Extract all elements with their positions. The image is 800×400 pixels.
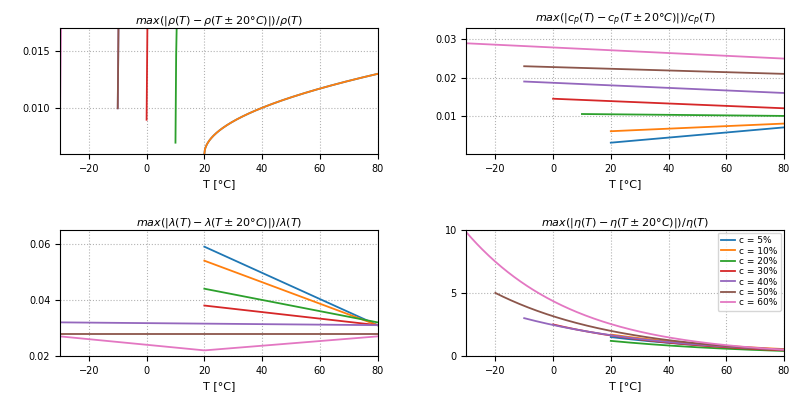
- c = 5%: [709, 344, 718, 348]
- c = 5%: [779, 347, 789, 352]
- c = 30%: [549, 322, 558, 327]
- c = 10%: [763, 346, 773, 351]
- c = 5%: [606, 335, 615, 340]
- c = 40%: [678, 341, 688, 346]
- c = 50%: [491, 291, 501, 296]
- c = 20%: [712, 346, 722, 351]
- c = 20%: [606, 338, 615, 343]
- c = 10%: [606, 332, 615, 337]
- c = 40%: [673, 340, 682, 345]
- Line: c = 60%: c = 60%: [466, 232, 784, 350]
- Legend: c = 5%, c = 10%, c = 20%, c = 30%, c = 40%, c = 50%, c = 60%: c = 5%, c = 10%, c = 20%, c = 30%, c = 4…: [718, 232, 782, 311]
- c = 20%: [779, 348, 789, 353]
- c = 30%: [685, 342, 694, 347]
- Line: c = 30%: c = 30%: [553, 324, 784, 350]
- c = 40%: [520, 316, 530, 321]
- c = 10%: [752, 345, 762, 350]
- c = 60%: [730, 344, 739, 348]
- c = 50%: [662, 338, 672, 342]
- c = 50%: [734, 344, 743, 349]
- X-axis label: T [°C]: T [°C]: [609, 381, 642, 391]
- c = 5%: [712, 344, 722, 349]
- X-axis label: T [°C]: T [°C]: [202, 381, 235, 391]
- c = 30%: [779, 348, 789, 353]
- c = 50%: [667, 338, 677, 343]
- Line: c = 5%: c = 5%: [610, 337, 784, 350]
- c = 10%: [709, 343, 718, 348]
- X-axis label: T [°C]: T [°C]: [202, 180, 235, 190]
- c = 60%: [462, 231, 472, 236]
- c = 40%: [779, 347, 789, 352]
- c = 20%: [709, 346, 718, 350]
- c = 60%: [462, 230, 471, 235]
- c = 30%: [743, 346, 753, 351]
- c = 5%: [763, 347, 773, 352]
- c = 20%: [709, 346, 718, 350]
- c = 40%: [738, 345, 748, 350]
- c = 20%: [763, 348, 773, 353]
- c = 20%: [752, 348, 762, 352]
- c = 40%: [755, 346, 765, 351]
- c = 60%: [750, 345, 759, 350]
- Line: c = 40%: c = 40%: [524, 318, 784, 350]
- c = 60%: [656, 334, 666, 338]
- c = 60%: [779, 347, 789, 352]
- X-axis label: T [°C]: T [°C]: [609, 180, 642, 190]
- c = 10%: [709, 343, 718, 348]
- c = 30%: [548, 322, 558, 327]
- c = 50%: [779, 347, 789, 352]
- c = 40%: [519, 316, 529, 320]
- c = 5%: [709, 344, 718, 348]
- c = 10%: [712, 343, 722, 348]
- c = 20%: [606, 338, 616, 343]
- c = 10%: [606, 332, 616, 337]
- c = 60%: [650, 332, 660, 337]
- c = 50%: [752, 346, 762, 350]
- Title: $max(|\lambda(T) - \lambda(T \pm 20°C)|)/\lambda(T)$: $max(|\lambda(T) - \lambda(T \pm 20°C)|)…: [136, 216, 302, 230]
- c = 40%: [674, 340, 684, 345]
- Line: c = 20%: c = 20%: [610, 341, 784, 351]
- Title: $max(|\rho(T) - \rho(T \pm 20°C)|)/\rho(T)$: $max(|\rho(T) - \rho(T \pm 20°C)|)/\rho(…: [135, 14, 302, 28]
- c = 50%: [490, 290, 500, 295]
- Title: $max(|c_p(T) - c_p(T \pm 20°C)|)/c_p(T)$: $max(|c_p(T) - c_p(T \pm 20°C)|)/c_p(T)$: [535, 12, 715, 28]
- Line: c = 50%: c = 50%: [495, 293, 784, 350]
- Title: $max(|\eta(T) - \eta(T \pm 20°C)|)/\eta(T)$: $max(|\eta(T) - \eta(T \pm 20°C)|)/\eta(…: [542, 216, 709, 230]
- c = 60%: [650, 332, 659, 337]
- c = 5%: [752, 346, 762, 351]
- c = 30%: [686, 342, 695, 347]
- Line: c = 10%: c = 10%: [610, 334, 784, 349]
- c = 30%: [690, 342, 699, 347]
- c = 50%: [662, 338, 671, 342]
- c = 5%: [606, 335, 616, 340]
- c = 30%: [758, 347, 767, 352]
- c = 10%: [779, 347, 789, 352]
